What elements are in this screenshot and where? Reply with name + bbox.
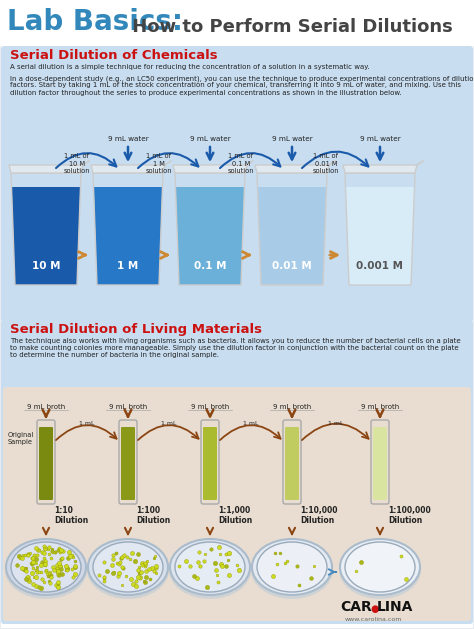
Text: 1:100,000
Dilution: 1:100,000 Dilution <box>388 506 431 525</box>
Text: ●: ● <box>370 604 379 614</box>
Text: 0.01 M: 0.01 M <box>272 261 312 271</box>
Ellipse shape <box>339 541 421 599</box>
Text: 1 mL of
1 M
solution: 1 mL of 1 M solution <box>146 153 172 174</box>
Text: 1 mL: 1 mL <box>161 421 177 426</box>
Polygon shape <box>176 187 244 285</box>
Text: 9 mL broth: 9 mL broth <box>27 404 65 410</box>
FancyBboxPatch shape <box>203 427 217 500</box>
Text: 1 mL: 1 mL <box>328 421 344 426</box>
Text: A serial dilution is a simple technique for reducing the concentration of a solu: A serial dilution is a simple technique … <box>10 64 370 70</box>
Text: In a dose-dependent study (e.g., an LC50 experiment), you can use the technique : In a dose-dependent study (e.g., an LC50… <box>10 75 474 96</box>
Text: 1 mL: 1 mL <box>79 421 95 426</box>
Text: 1 mL of
10 M
solution: 1 mL of 10 M solution <box>64 153 90 174</box>
Text: How to Perform Serial Dilutions: How to Perform Serial Dilutions <box>126 18 453 36</box>
Text: 9 mL water: 9 mL water <box>360 136 401 142</box>
Text: 9 mL water: 9 mL water <box>190 136 230 142</box>
Polygon shape <box>91 165 165 173</box>
Ellipse shape <box>257 542 327 592</box>
Text: 9 mL broth: 9 mL broth <box>273 404 311 410</box>
Polygon shape <box>255 165 329 173</box>
Text: Serial Dilution of Chemicals: Serial Dilution of Chemicals <box>10 49 218 62</box>
FancyBboxPatch shape <box>1 320 473 624</box>
Ellipse shape <box>88 539 168 595</box>
Polygon shape <box>173 165 247 173</box>
Ellipse shape <box>252 539 332 595</box>
FancyBboxPatch shape <box>1 46 473 322</box>
Ellipse shape <box>11 542 81 592</box>
Ellipse shape <box>345 542 415 592</box>
Ellipse shape <box>5 541 87 599</box>
FancyBboxPatch shape <box>39 427 53 500</box>
Ellipse shape <box>340 539 420 595</box>
Text: 1:10,000
Dilution: 1:10,000 Dilution <box>300 506 337 525</box>
Text: 1 mL of
0.1 M
solution: 1 mL of 0.1 M solution <box>228 153 254 174</box>
Ellipse shape <box>251 541 333 599</box>
Text: Original
Sample: Original Sample <box>8 432 34 445</box>
Text: 9 mL broth: 9 mL broth <box>109 404 147 410</box>
Text: 0.001 M: 0.001 M <box>356 261 403 271</box>
Ellipse shape <box>175 542 245 592</box>
Text: www.carolina.com: www.carolina.com <box>345 617 402 622</box>
Polygon shape <box>94 187 162 285</box>
FancyBboxPatch shape <box>285 427 299 500</box>
Text: 1 mL: 1 mL <box>243 421 259 426</box>
Text: 1:1,000
Dilution: 1:1,000 Dilution <box>218 506 252 525</box>
FancyBboxPatch shape <box>3 387 471 621</box>
FancyBboxPatch shape <box>121 427 135 500</box>
Polygon shape <box>9 165 83 173</box>
FancyBboxPatch shape <box>373 427 387 500</box>
Polygon shape <box>346 187 414 285</box>
Text: 1 mL of
0.01 M
solution: 1 mL of 0.01 M solution <box>313 153 339 174</box>
Text: 9 mL broth: 9 mL broth <box>191 404 229 410</box>
Text: 9 mL water: 9 mL water <box>108 136 148 142</box>
Polygon shape <box>12 187 80 285</box>
Ellipse shape <box>169 541 251 599</box>
Ellipse shape <box>170 539 250 595</box>
Text: Serial Dilution of Living Materials: Serial Dilution of Living Materials <box>10 323 262 336</box>
Text: 1:10
Dilution: 1:10 Dilution <box>54 506 88 525</box>
Text: 10 M: 10 M <box>32 261 60 271</box>
Text: LINA: LINA <box>377 600 413 614</box>
Text: 9 mL water: 9 mL water <box>272 136 312 142</box>
Text: 0.1 M: 0.1 M <box>194 261 226 271</box>
Text: 1 M: 1 M <box>118 261 138 271</box>
Ellipse shape <box>87 541 169 599</box>
Bar <box>0 0 474 46</box>
Text: 1:100
Dilution: 1:100 Dilution <box>136 506 170 525</box>
Ellipse shape <box>93 542 163 592</box>
Text: Lab Basics:: Lab Basics: <box>7 8 183 36</box>
Text: The technique also works with living organisms such as bacteria. It allows you t: The technique also works with living org… <box>10 338 461 358</box>
Ellipse shape <box>6 539 86 595</box>
Text: CAR: CAR <box>340 600 372 614</box>
Polygon shape <box>258 187 326 285</box>
Text: 9 mL broth: 9 mL broth <box>361 404 399 410</box>
Polygon shape <box>343 165 417 173</box>
